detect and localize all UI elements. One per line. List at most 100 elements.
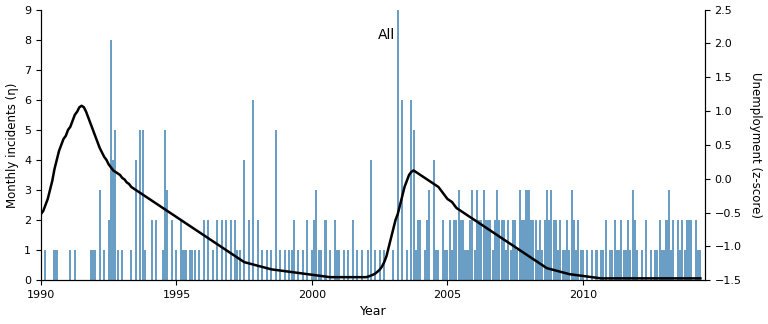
Bar: [616, 250, 617, 280]
Bar: [654, 250, 656, 280]
Bar: [417, 220, 419, 280]
Bar: [230, 220, 232, 280]
Bar: [537, 250, 539, 280]
Bar: [573, 220, 575, 280]
Bar: [325, 220, 326, 280]
Bar: [290, 250, 293, 280]
Bar: [433, 160, 435, 280]
Bar: [501, 220, 503, 280]
Bar: [167, 190, 168, 280]
Bar: [677, 220, 679, 280]
Bar: [697, 250, 699, 280]
Bar: [568, 250, 571, 280]
Bar: [374, 250, 376, 280]
Bar: [426, 220, 428, 280]
Bar: [40, 250, 42, 280]
Bar: [239, 250, 240, 280]
Bar: [225, 220, 227, 280]
Bar: [175, 250, 177, 280]
Bar: [444, 250, 446, 280]
Bar: [482, 190, 485, 280]
Text: All: All: [378, 29, 395, 42]
Bar: [554, 220, 557, 280]
Bar: [412, 130, 415, 280]
Bar: [518, 190, 521, 280]
Bar: [114, 130, 117, 280]
Bar: [469, 220, 471, 280]
Bar: [56, 250, 58, 280]
Bar: [261, 250, 263, 280]
Bar: [297, 250, 300, 280]
Bar: [627, 220, 629, 280]
Bar: [498, 220, 501, 280]
Bar: [580, 250, 581, 280]
Bar: [270, 250, 273, 280]
Bar: [539, 220, 541, 280]
Bar: [155, 220, 157, 280]
Bar: [659, 220, 660, 280]
Bar: [559, 220, 561, 280]
Bar: [548, 220, 550, 280]
Bar: [551, 190, 552, 280]
Bar: [316, 190, 317, 280]
Bar: [512, 220, 514, 280]
Bar: [467, 250, 468, 280]
Bar: [664, 250, 665, 280]
Bar: [528, 190, 530, 280]
Bar: [320, 250, 322, 280]
Bar: [496, 190, 498, 280]
Bar: [544, 220, 545, 280]
Bar: [429, 190, 430, 280]
Bar: [275, 130, 276, 280]
Bar: [684, 250, 686, 280]
Bar: [203, 220, 204, 280]
Bar: [184, 250, 187, 280]
Bar: [198, 250, 200, 280]
Bar: [474, 250, 475, 280]
Bar: [462, 220, 465, 280]
Bar: [442, 220, 444, 280]
Bar: [112, 160, 114, 280]
Bar: [629, 250, 631, 280]
Bar: [435, 250, 437, 280]
Bar: [302, 250, 304, 280]
Bar: [525, 190, 528, 280]
Bar: [478, 220, 480, 280]
Bar: [661, 250, 663, 280]
Bar: [248, 220, 250, 280]
Bar: [611, 250, 614, 280]
Bar: [92, 250, 94, 280]
Bar: [333, 220, 336, 280]
Bar: [311, 250, 313, 280]
Bar: [162, 250, 164, 280]
Bar: [171, 220, 173, 280]
Bar: [508, 220, 509, 280]
Bar: [293, 220, 295, 280]
Bar: [451, 250, 453, 280]
Bar: [352, 220, 353, 280]
Bar: [207, 220, 209, 280]
Bar: [566, 220, 568, 280]
Bar: [489, 220, 492, 280]
Y-axis label: Monthly incidents (η): Monthly incidents (η): [5, 82, 18, 208]
Bar: [117, 250, 119, 280]
Bar: [383, 250, 386, 280]
Bar: [189, 250, 191, 280]
Bar: [131, 250, 132, 280]
Bar: [636, 250, 638, 280]
Bar: [74, 250, 76, 280]
Bar: [410, 100, 412, 280]
Bar: [284, 250, 286, 280]
Bar: [625, 250, 627, 280]
X-axis label: Year: Year: [359, 306, 386, 318]
Bar: [306, 220, 309, 280]
Bar: [419, 220, 422, 280]
Bar: [532, 220, 535, 280]
Bar: [103, 250, 105, 280]
Bar: [336, 250, 338, 280]
Bar: [280, 250, 281, 280]
Bar: [135, 160, 137, 280]
Bar: [191, 250, 194, 280]
Bar: [144, 250, 146, 280]
Bar: [688, 220, 690, 280]
